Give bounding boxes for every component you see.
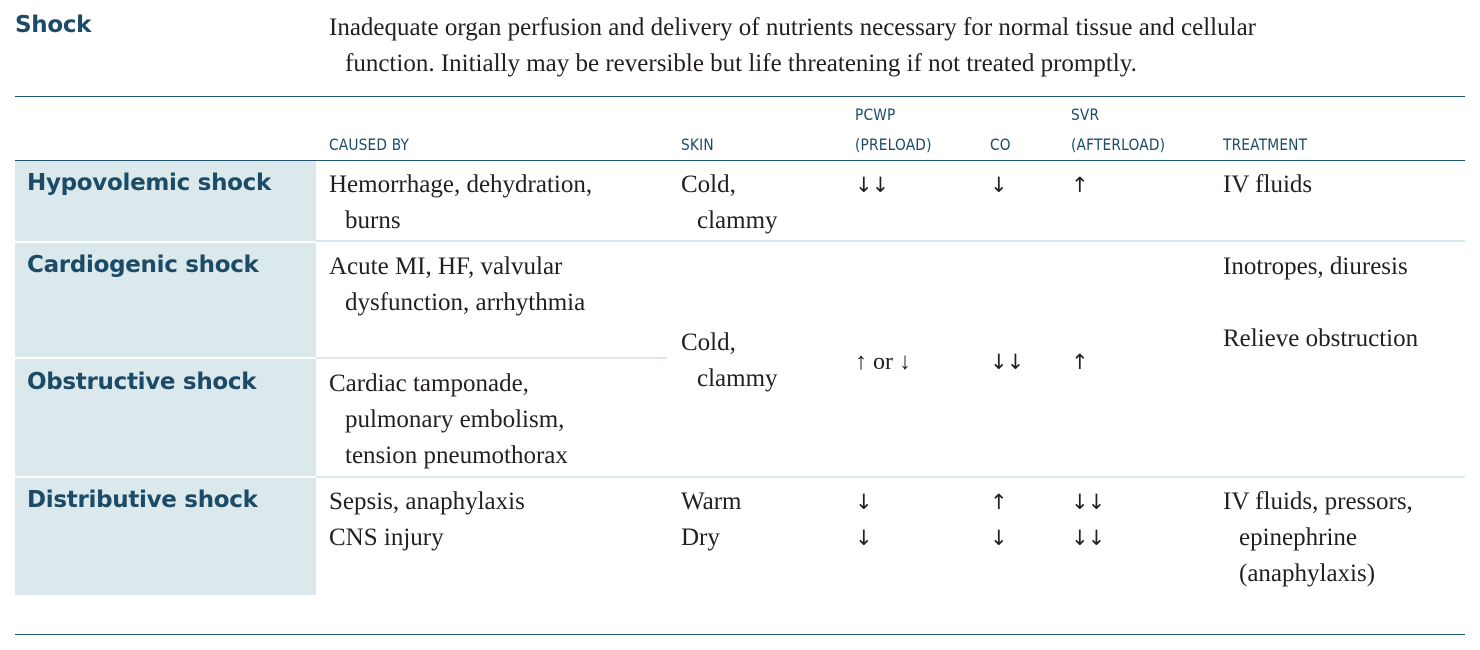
cause-line: Hemorrhage, dehydration, [329, 171, 593, 198]
pcwp-distributive: ↓ ↓ [855, 484, 873, 556]
label-bg-obstructive [15, 359, 316, 476]
col-svr-line1: SVR [1071, 105, 1100, 124]
skin-hypovolemic: Cold, clammy [681, 167, 778, 239]
treatment-cardiogenic: Inotropes, diuresis [1223, 253, 1408, 280]
co-cardio-obstructive: ↓↓ [990, 350, 1024, 374]
pcwp-hypovolemic: ↓↓ [855, 173, 889, 197]
treatment-distributive: IV fluids, pressors, epinephrine (anaphy… [1223, 484, 1413, 592]
row-label-hypovolemic: Hypovolemic shock [27, 170, 271, 196]
skin-line: Dry [681, 524, 720, 551]
skin-line: Cold, [681, 329, 736, 356]
definition-line-2: function. Initially may be reversible bu… [345, 50, 1137, 77]
cause-line: CNS injury [329, 524, 444, 551]
cause-line: Cardiac tamponade, [329, 370, 529, 397]
label-bg-hypovolemic [15, 161, 316, 241]
col-pcwp-line1: PCWP [855, 105, 896, 124]
arrow-value: ↓↓ [1071, 490, 1105, 514]
skin-line: clammy [697, 207, 778, 234]
col-treatment: TREATMENT [1223, 135, 1308, 154]
definition-text: Inadequate organ perfusion and delivery … [329, 10, 1429, 82]
arrow-value: ↓ [855, 490, 873, 514]
cause-line: pulmonary embolism, [345, 406, 565, 433]
header-rule [15, 160, 1465, 161]
skin-line: Warm [681, 488, 742, 515]
cause-hypovolemic: Hemorrhage, dehydration, burns [329, 167, 592, 239]
skin-distributive: Warm Dry [681, 484, 741, 556]
row-label-distributive: Distributive shock [27, 487, 258, 513]
cause-line: Sepsis, anaphylaxis [329, 488, 525, 515]
treatment-line: epinephrine [1239, 524, 1358, 551]
cause-distributive: Sepsis, anaphylaxis CNS injury [329, 484, 525, 556]
row-separator [316, 357, 667, 359]
arrow-value: ↓ [855, 526, 873, 550]
cause-line: dysfunction, arrhythmia [345, 289, 586, 316]
label-bg-distributive [15, 478, 316, 595]
col-pcwp-line2: (PRELOAD) [855, 135, 932, 154]
treatment-hypovolemic: IV fluids [1223, 171, 1313, 198]
svr-cardio-obstructive: ↑ [1071, 350, 1089, 374]
col-pcwp: PCWP (PRELOAD) [855, 100, 932, 160]
skin-line: clammy [697, 365, 778, 392]
treatment-line: IV fluids, pressors, [1223, 488, 1413, 515]
arrow-value: ↓↓ [1071, 526, 1105, 550]
cause-cardiogenic: Acute MI, HF, valvular dysfunction, arrh… [329, 249, 585, 321]
label-bg-cardiogenic [15, 243, 316, 357]
svr-hypovolemic: ↑ [1071, 173, 1089, 197]
row-label-cardiogenic: Cardiogenic shock [27, 252, 259, 278]
col-co: CO [990, 135, 1011, 154]
section-title: Shock [15, 12, 92, 38]
row-label-obstructive: Obstructive shock [27, 369, 257, 395]
co-distributive: ↑ ↓ [990, 484, 1008, 556]
col-skin: SKIN [681, 135, 714, 154]
col-svr: SVR (AFTERLOAD) [1071, 100, 1165, 160]
co-hypovolemic: ↓ [990, 173, 1008, 197]
col-caused-by: CAUSED BY [329, 135, 410, 154]
cause-line: Acute MI, HF, valvular [329, 253, 563, 280]
col-svr-line2: (AFTERLOAD) [1071, 135, 1166, 154]
skin-cardio-obstructive: Cold, clammy [681, 325, 778, 397]
arrow-value: ↑ [990, 490, 1008, 514]
definition-line-1: Inadequate organ perfusion and delivery … [329, 14, 1256, 41]
treatment-line: (anaphylaxis) [1239, 560, 1376, 587]
cause-obstructive: Cardiac tamponade, pulmonary embolism, t… [329, 366, 568, 474]
arrow-value: ↓ [990, 526, 1008, 550]
top-rule [15, 96, 1465, 97]
svr-distributive: ↓↓ ↓↓ [1071, 484, 1105, 556]
row-separator [316, 476, 1465, 478]
cause-line: tension pneumothorax [345, 442, 568, 469]
treatment-obstructive: Relieve obstruction [1223, 325, 1419, 352]
skin-line: Cold, [681, 171, 736, 198]
cause-line: burns [345, 207, 401, 234]
bottom-rule [15, 634, 1465, 635]
pcwp-cardio-obstructive: ↑ or ↓ [855, 349, 911, 375]
row-separator [316, 240, 1465, 242]
